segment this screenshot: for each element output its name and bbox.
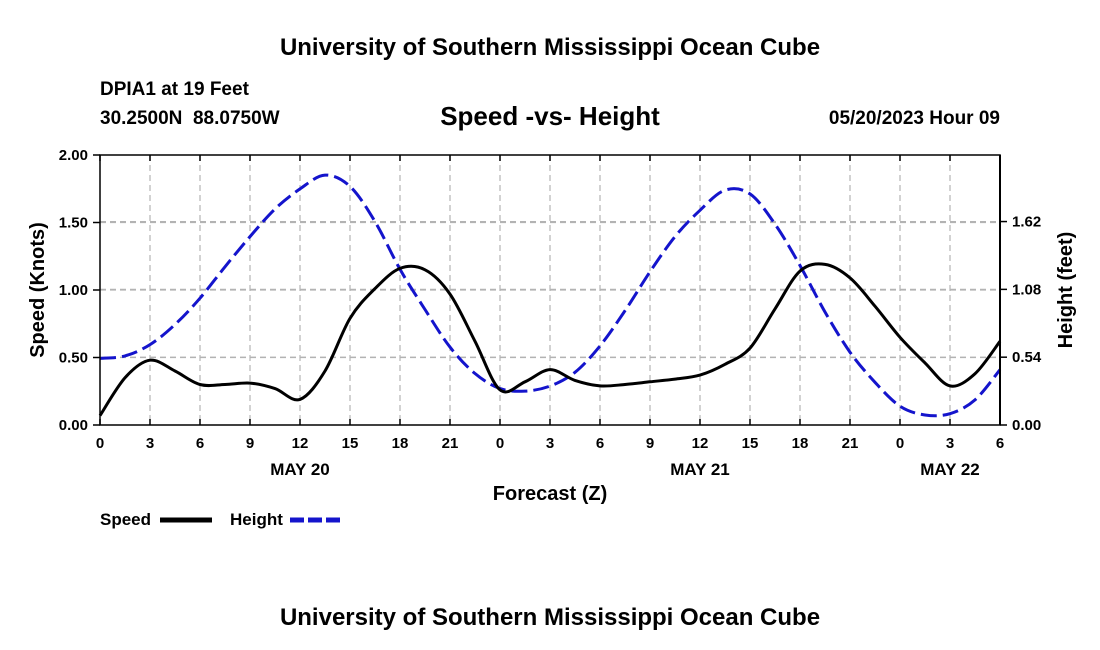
date-label: MAY 21 — [670, 460, 730, 479]
axes: 0 3 6 9 12 15 18 21 0 3 6 9 12 15 18 21 0 3 6 MAY 20 MAY 21 M… — [59, 147, 1042, 479]
series-line-speed — [98, 262, 1002, 417]
date-label: MAY 20 — [270, 460, 330, 479]
y-tick-label: 1.50 — [59, 215, 88, 232]
y-tick-label: 2.00 — [59, 147, 88, 164]
x-tick-label: 9 — [646, 435, 654, 452]
chart-subtitle: Speed -vs- Height — [440, 101, 660, 131]
series-layer — [98, 173, 1002, 418]
y-tick-label: 1.00 — [59, 282, 88, 299]
x-tick-label: 15 — [342, 435, 359, 452]
x-tick-label: 0 — [896, 435, 904, 452]
y2-tick-label: 0.00 — [1012, 417, 1041, 434]
y2-tick-label: 1.62 — [1012, 214, 1041, 231]
x-tick-label: 18 — [392, 435, 409, 452]
x-tick-label: 9 — [246, 435, 254, 452]
legend-height-label: Height — [230, 510, 283, 529]
date-label: MAY 22 — [920, 460, 980, 479]
y-axis-title: Speed (Knots) — [27, 222, 49, 358]
station-label: DPIA1 at 19 Feet — [100, 79, 250, 100]
x-tick-label: 12 — [692, 435, 709, 452]
legend-speed-label: Speed — [100, 510, 151, 529]
top-title: University of Southern Mississippi Ocean… — [280, 34, 820, 61]
x-tick-label: 21 — [442, 435, 459, 452]
bottom-title: University of Southern Mississippi Ocean… — [280, 604, 820, 631]
x-tick-label: 0 — [96, 435, 104, 452]
y2-axis-title: Height (feet) — [1055, 232, 1077, 349]
x-tick-label: 6 — [596, 435, 604, 452]
x-axis-title: Forecast (Z) — [493, 483, 607, 505]
x-tick-label: 6 — [196, 435, 204, 452]
x-tick-label: 6 — [996, 435, 1004, 452]
datetime-label: 05/20/2023 Hour 09 — [829, 108, 1000, 129]
series-line-height — [99, 173, 1002, 418]
x-tick-label: 3 — [946, 435, 954, 452]
legend: Speed Height — [100, 510, 342, 529]
x-tick-label: 18 — [792, 435, 809, 452]
y-tick-label: 0.00 — [59, 417, 88, 434]
x-tick-label: 12 — [292, 435, 309, 452]
y2-tick-label: 1.08 — [1012, 281, 1041, 298]
x-tick-label: 21 — [842, 435, 859, 452]
coords-label: 30.2500N 88.0750W — [100, 108, 280, 129]
x-tick-label: 15 — [742, 435, 759, 452]
x-tick-label: 3 — [546, 435, 554, 452]
y-tick-label: 0.50 — [59, 350, 88, 367]
x-tick-label: 3 — [146, 435, 154, 452]
x-tick-label: 0 — [496, 435, 504, 452]
grid — [100, 155, 1000, 425]
y2-tick-label: 0.54 — [1012, 349, 1042, 366]
